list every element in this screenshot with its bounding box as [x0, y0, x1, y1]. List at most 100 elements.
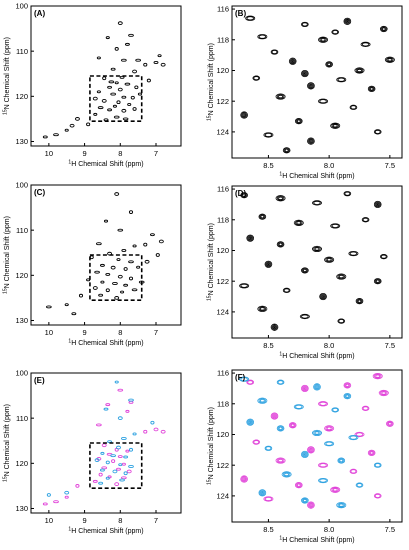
peak — [117, 416, 123, 421]
peak-contour — [252, 75, 261, 81]
peak-contour — [282, 287, 291, 294]
peak — [98, 472, 103, 477]
peak — [128, 210, 134, 214]
peak-contour — [302, 22, 308, 27]
x-axis-title: 1H Chemical Shift (ppm) — [279, 172, 354, 181]
peak-contour — [272, 325, 277, 330]
peak — [114, 296, 120, 300]
peak — [93, 112, 98, 116]
peak — [158, 239, 164, 244]
x-tick-label: 7.5 — [385, 341, 395, 350]
y-tick-label: 120 — [216, 66, 229, 75]
peak-contour — [374, 373, 382, 379]
peak — [117, 87, 123, 92]
x-axis-title: 1H Chemical Shift (ppm) — [68, 160, 143, 169]
peak — [160, 62, 166, 67]
peak-contour — [331, 223, 339, 228]
panel-label: (F) — [235, 373, 246, 382]
peak-contour — [259, 399, 265, 403]
peak — [110, 67, 116, 71]
y-axis-title: 15N Chemical Shift (ppm) — [207, 223, 216, 301]
peak — [92, 96, 98, 101]
peak-contour — [271, 50, 278, 55]
peak-contour — [376, 203, 379, 206]
peak-contour — [247, 419, 254, 425]
peak-contour — [247, 235, 254, 241]
peak — [144, 259, 150, 264]
x-axis-title: 1H Chemical Shift (ppm) — [279, 352, 354, 361]
peak-contour — [321, 294, 325, 299]
peak-contour — [258, 489, 267, 497]
peak — [128, 33, 134, 37]
peak-contour — [283, 288, 290, 293]
peak — [128, 276, 134, 281]
peak-contour — [258, 34, 267, 39]
peak-contour — [302, 268, 307, 273]
peak — [121, 58, 127, 62]
peak — [130, 95, 135, 100]
y-tick-label: 120 — [15, 92, 28, 101]
peak-contour — [278, 242, 283, 246]
peak-contour — [387, 421, 393, 427]
peak-contour — [265, 261, 272, 268]
peak-contour — [314, 247, 320, 251]
y-tick-label: 130 — [15, 504, 28, 513]
y-axis-title-superscript: 15 — [3, 288, 9, 294]
x-axis-title-text: H Chemical Shift (ppm) — [71, 528, 143, 535]
peak-contour — [325, 257, 333, 263]
panel-label: (B) — [235, 9, 246, 18]
x-axis-title-text: H Chemical Shift (ppm) — [282, 537, 354, 544]
peak-contour — [257, 397, 268, 404]
peak-contour — [278, 458, 283, 463]
peak — [134, 85, 139, 90]
peak — [71, 312, 77, 316]
peak-contour — [243, 478, 246, 480]
peak — [105, 460, 110, 465]
peak-contour — [354, 67, 365, 74]
y-axis-title-superscript: 15 — [207, 295, 213, 301]
peak-contour — [260, 215, 265, 219]
peak-contour — [309, 140, 312, 143]
peak-contour — [338, 319, 345, 324]
peak — [117, 274, 123, 279]
peak — [123, 267, 128, 271]
peak-contour — [344, 191, 351, 196]
x-axis-title-text: H Chemical Shift (ppm) — [282, 353, 354, 360]
y-tick-label: 118 — [217, 399, 229, 408]
peak-contour — [354, 431, 365, 438]
peak-contour — [293, 404, 304, 410]
peak-contour — [295, 404, 303, 409]
peak-contour — [252, 439, 261, 445]
peak-contour — [380, 390, 388, 396]
zoom-region-box — [89, 75, 143, 122]
peak-contour — [303, 72, 306, 75]
peak — [114, 47, 119, 51]
peak — [105, 476, 110, 480]
peak-contour — [373, 493, 382, 499]
peak-contour — [373, 278, 382, 285]
x-tick-label: 7.5 — [385, 525, 395, 534]
peak-contour — [344, 18, 351, 25]
peak-contour — [356, 483, 363, 488]
peak — [96, 423, 102, 427]
y-tick-label: 120 — [216, 430, 229, 439]
peak — [117, 228, 124, 232]
peak-contour — [272, 414, 277, 418]
peak — [105, 288, 110, 293]
y-tick-label: 124 — [216, 127, 229, 136]
peak-contour — [319, 37, 327, 43]
peak-contour — [253, 76, 260, 81]
peak — [46, 305, 52, 309]
y-tick-label: 110 — [16, 226, 28, 235]
peak-contour — [253, 440, 260, 445]
peak — [153, 427, 159, 432]
peak-contour — [350, 469, 357, 474]
peak-contour — [325, 425, 333, 431]
peak — [112, 104, 117, 108]
peak — [117, 455, 123, 458]
peak — [121, 249, 127, 252]
x-axis-title-superscript: 1 — [68, 339, 71, 345]
peak — [98, 481, 104, 485]
peak-contour — [247, 380, 254, 385]
peak-contour — [271, 413, 278, 419]
